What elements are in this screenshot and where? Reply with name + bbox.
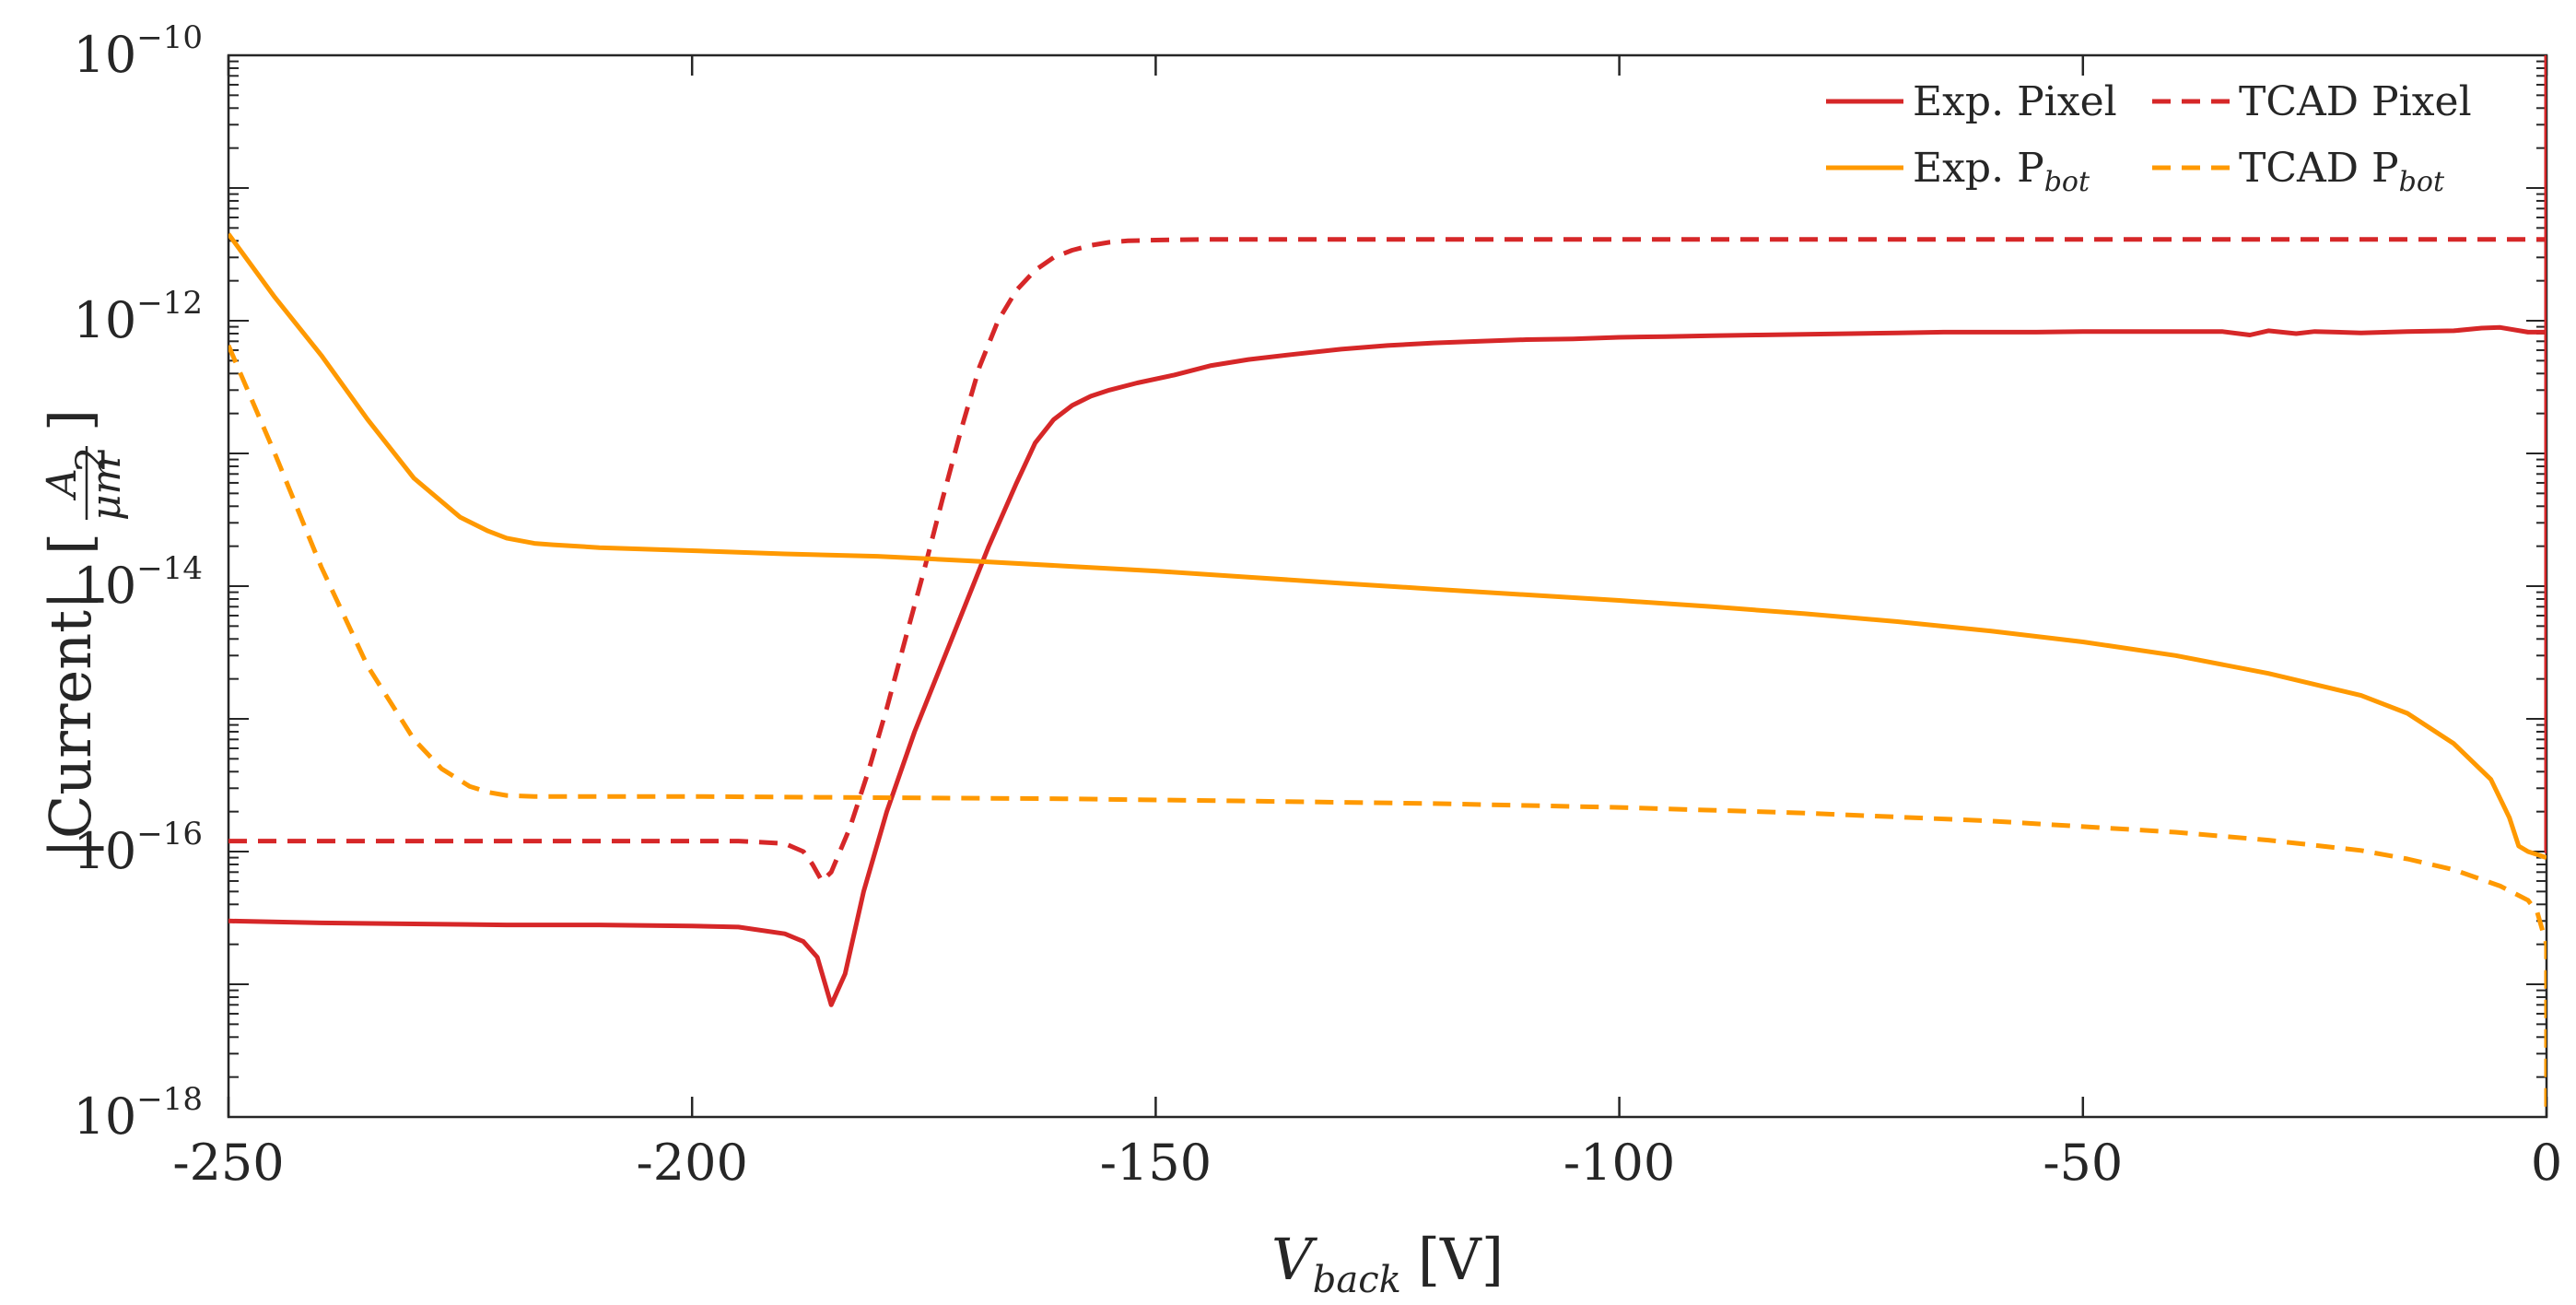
legend-label-tcad-pixel: TCAD Pixel xyxy=(2239,78,2472,125)
y-tick-label: 10−16 xyxy=(74,816,203,880)
series-line-tcad-p-bot xyxy=(228,344,2547,1117)
x-axis-title-unit: [V] xyxy=(1418,1226,1504,1293)
x-tick-label: 0 xyxy=(2531,1134,2562,1192)
y-tick-label: 10−18 xyxy=(74,1081,203,1146)
x-tick-label: -200 xyxy=(637,1134,748,1192)
y-tick-label: 10−14 xyxy=(74,550,203,615)
legend-label-exp-pbot: Exp. Pbot xyxy=(1913,145,2090,198)
y-axis-title-frac-num: A xyxy=(39,468,86,501)
x-tick-label: -100 xyxy=(1563,1134,1675,1192)
x-axis-title-sub: back xyxy=(1313,1259,1401,1301)
x-axis-title-main: V xyxy=(1271,1226,1318,1293)
x-tick-label: -50 xyxy=(2043,1134,2123,1192)
series-layer xyxy=(228,55,2547,1117)
x-tick-label: -250 xyxy=(172,1134,284,1192)
y-axis-title: |Current| [ A μm 2 ] xyxy=(37,409,130,858)
series-line-exp-pixel xyxy=(228,55,2547,1007)
x-tick-label: -150 xyxy=(1100,1134,1212,1192)
legend-label-exp-pixel: Exp. Pixel xyxy=(1913,78,2117,125)
series-line-tcad-pixel xyxy=(228,55,2547,884)
x-axis-title: Vback [V] xyxy=(1271,1226,1504,1301)
legend: Exp. Pixel TCAD Pixel Exp. Pbot TCAD Pbo… xyxy=(1826,78,2472,198)
y-axis-title-frac-den: μm xyxy=(83,456,130,521)
y-tick-label: 10−12 xyxy=(74,285,203,349)
y-axis-title-rbracket: ] xyxy=(37,409,104,431)
legend-label-tcad-pbot: TCAD Pbot xyxy=(2239,145,2445,198)
y-axis-title-frac-den-exp: 2 xyxy=(68,446,115,472)
series-line-exp-p-bot xyxy=(228,232,2547,860)
y-tick-label: 10−10 xyxy=(74,19,203,84)
y-axis-title-main: |Current| xyxy=(37,591,104,858)
y-axis-title-lbracket: [ xyxy=(37,533,104,555)
axis-tick-labels: -250 -200 -150 -100 -50 0 10−18 10−16 10−14 10−12… xyxy=(74,19,2563,1192)
